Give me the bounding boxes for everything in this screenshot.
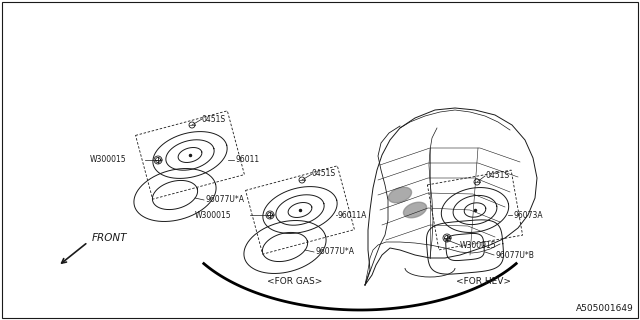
Text: W300015: W300015: [460, 241, 497, 250]
Text: 96073A: 96073A: [513, 211, 543, 220]
Text: W300015: W300015: [195, 211, 232, 220]
Text: 0451S: 0451S: [485, 172, 509, 180]
Text: 96077U*A: 96077U*A: [315, 247, 354, 257]
Text: 0451S: 0451S: [312, 170, 336, 179]
Text: FRONT: FRONT: [92, 233, 127, 243]
Text: A505001649: A505001649: [576, 304, 634, 313]
Text: 96011: 96011: [235, 156, 259, 164]
Text: 96011A: 96011A: [338, 211, 367, 220]
Polygon shape: [403, 202, 426, 218]
Text: 0451S: 0451S: [202, 115, 226, 124]
Text: W300015: W300015: [90, 156, 127, 164]
Text: 96077U*B: 96077U*B: [495, 251, 534, 260]
Text: <FOR GAS>: <FOR GAS>: [268, 277, 323, 286]
Polygon shape: [388, 187, 412, 203]
Text: <FOR HEV>: <FOR HEV>: [456, 277, 511, 286]
Text: 96077U*A: 96077U*A: [205, 196, 244, 204]
